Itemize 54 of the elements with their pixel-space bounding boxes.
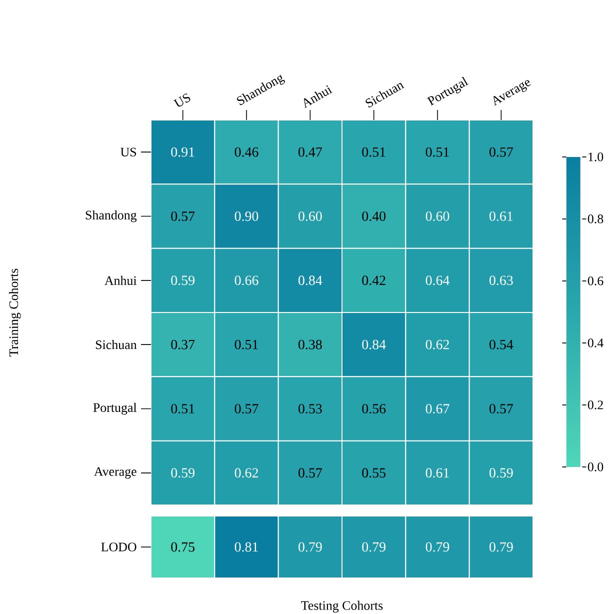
data-label: 0.62	[234, 468, 258, 478]
data-label: 0.84	[362, 340, 386, 350]
data-label: 0.79	[490, 542, 513, 552]
data-label: 0.57	[298, 468, 322, 478]
data-label: 0.90	[234, 212, 258, 221]
data-label: 0.60	[426, 212, 450, 221]
data-label: 0.64	[426, 276, 450, 286]
y-tick-label: Sichuan	[96, 340, 137, 350]
y-tick-label: US	[120, 148, 136, 156]
color-bar-label: 0.2	[588, 400, 603, 410]
data-label: 0.79	[298, 542, 322, 552]
x-axis-title: Testing Cohorts	[301, 600, 383, 613]
data-label: 0.66	[234, 276, 258, 286]
data-label: 0.51	[171, 404, 194, 414]
y-tick-label: LODO	[101, 542, 136, 552]
data-label: 0.81	[234, 542, 258, 552]
y-tick-label: Shandong	[86, 210, 137, 222]
data-label: 0.91	[171, 147, 194, 157]
color-bar-label: 0.8	[588, 214, 604, 224]
data-label: 0.47	[298, 147, 322, 157]
data-label: 0.57	[234, 404, 258, 414]
data-label: 0.57	[490, 404, 513, 414]
data-label: 0.53	[298, 404, 322, 414]
y-axis-title: Training Cohorts	[8, 268, 21, 356]
data-label: 0.56	[362, 404, 386, 414]
y-tick-label: Portugal	[93, 402, 137, 415]
data-label: 0.51	[426, 147, 449, 157]
data-label: 0.38	[298, 340, 322, 350]
y-tick-label: Average	[94, 467, 136, 479]
data-label: 0.59	[171, 276, 194, 286]
data-label: 0.62	[426, 340, 449, 350]
data-label: 0.75	[171, 542, 194, 552]
data-label: 0.63	[490, 276, 513, 286]
data-label: 0.60	[298, 212, 322, 221]
color-bar-label: 0.0	[588, 462, 604, 472]
data-label: 0.51	[234, 340, 258, 350]
data-label: 0.61	[490, 212, 513, 221]
data-label: 0.61	[426, 468, 449, 478]
data-label: 0.42	[362, 276, 386, 286]
y-tick-label: Anhui	[104, 276, 137, 285]
data-label: 0.40	[362, 212, 386, 221]
data-label: 0.67	[426, 404, 450, 414]
color-bar-label: 0.4	[588, 338, 604, 348]
color-bar-label: 0.6	[588, 276, 604, 286]
color-bar-label: 1.0	[588, 152, 604, 162]
data-label: 0.57	[490, 147, 513, 157]
data-label: 0.46	[234, 147, 258, 157]
data-label: 0.59	[490, 468, 513, 478]
data-label: 0.84	[298, 276, 322, 286]
data-label: 0.54	[490, 340, 514, 350]
data-label: 0.79	[362, 542, 386, 552]
data-label: 0.79	[426, 542, 450, 552]
x-tick-label: US	[173, 93, 190, 107]
data-label: 0.57	[171, 212, 195, 221]
